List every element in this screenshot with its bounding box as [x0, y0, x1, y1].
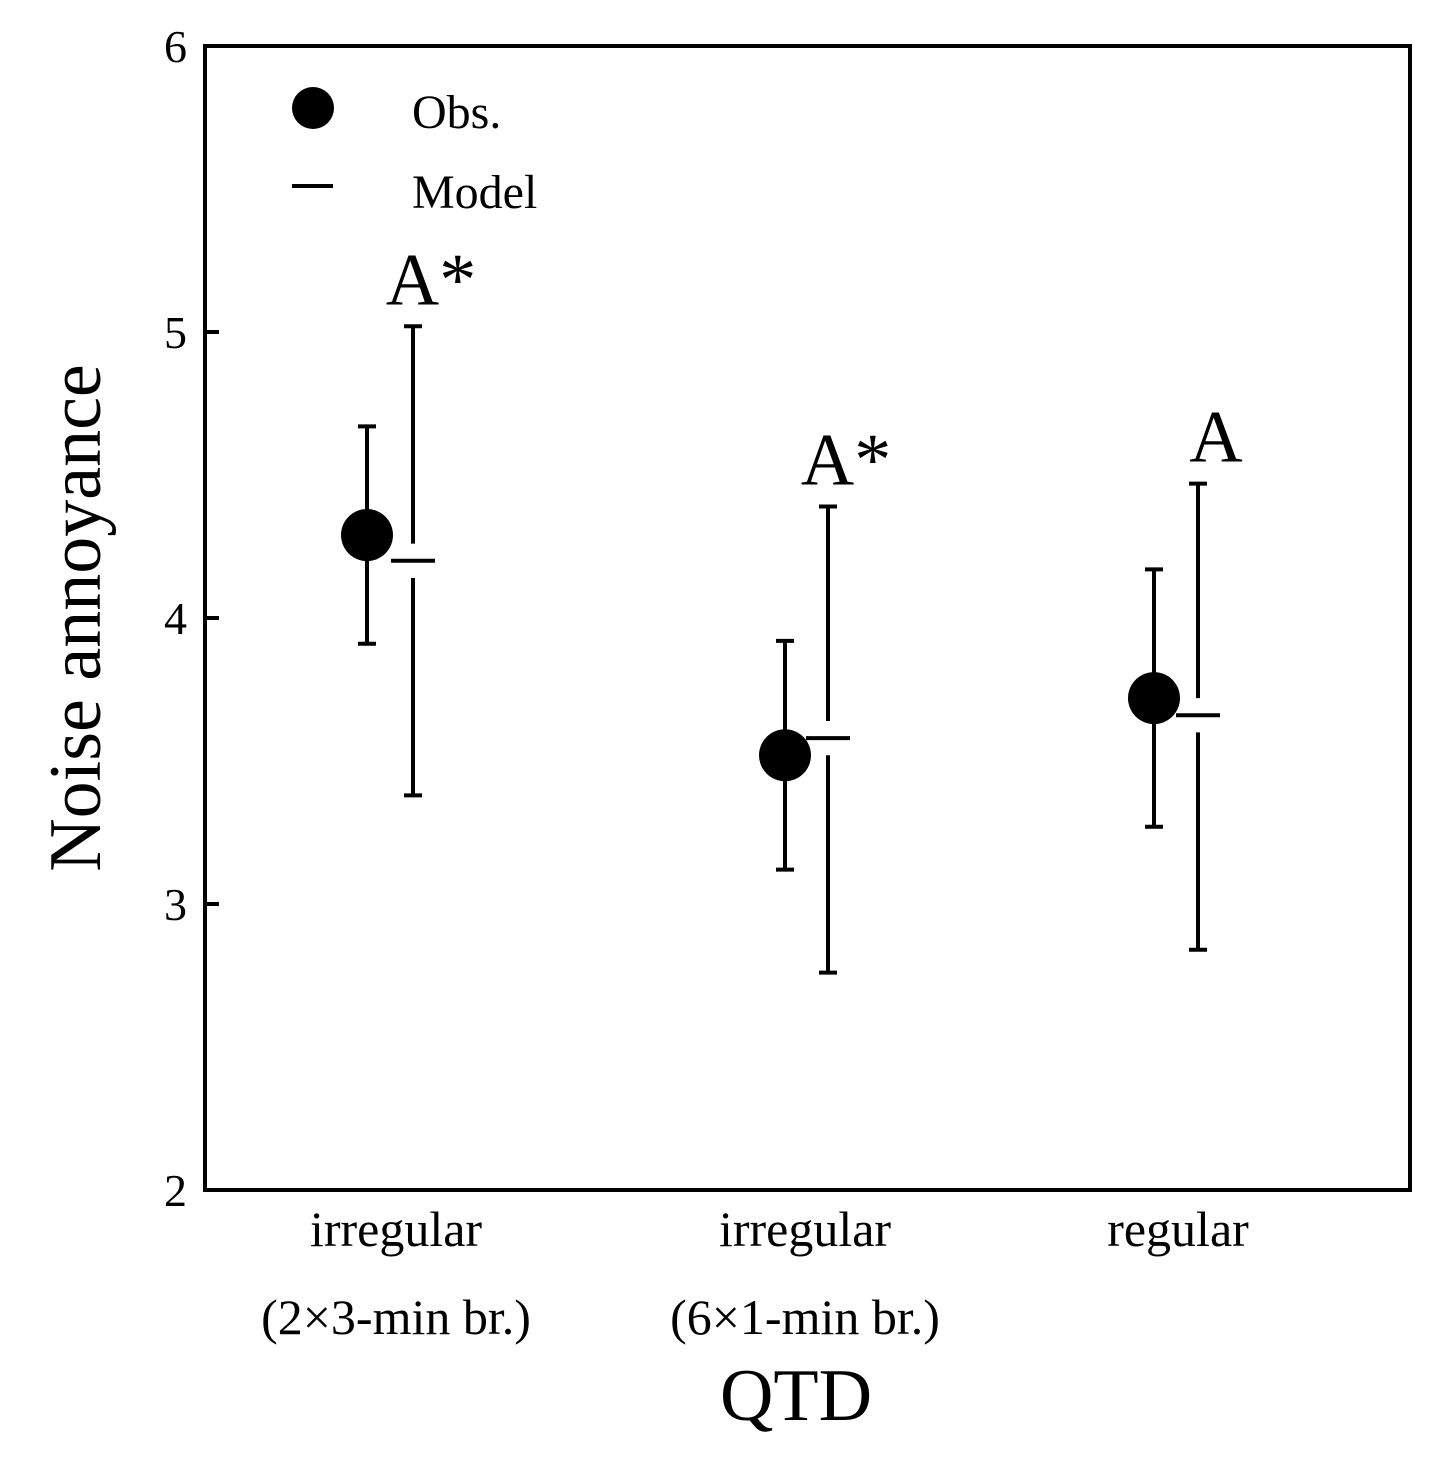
significance-label: A* — [801, 419, 891, 501]
plot-frame — [203, 44, 1412, 1192]
x-tick-label: irregular — [310, 1201, 482, 1257]
significance-label: A — [1189, 397, 1242, 479]
legend: Obs. Model — [292, 86, 537, 219]
y-tick-label: 2 — [164, 1165, 187, 1216]
significance-label: A* — [386, 239, 476, 321]
y-axis-title: Noise annoyance — [35, 364, 117, 872]
x-axis-title: QTD — [720, 1355, 872, 1437]
x-tick-label: regular — [1107, 1201, 1249, 1257]
y-tick-label: 4 — [164, 593, 187, 644]
y-tick-label: 6 — [164, 21, 187, 72]
x-tick-label: irregular — [719, 1201, 891, 1257]
obs-point — [341, 509, 393, 562]
y-tick-label: 3 — [164, 879, 187, 930]
obs-point — [759, 729, 811, 782]
x-tick-label: (2×3-min br.) — [261, 1289, 531, 1345]
x-tick-label: (6×1-min br.) — [670, 1289, 940, 1345]
legend-model-label: Model — [412, 166, 537, 219]
legend-obs-marker — [292, 87, 334, 129]
legend-obs-label: Obs. — [412, 86, 501, 139]
obs-point — [1128, 672, 1180, 725]
y-tick-label: 5 — [164, 307, 187, 358]
